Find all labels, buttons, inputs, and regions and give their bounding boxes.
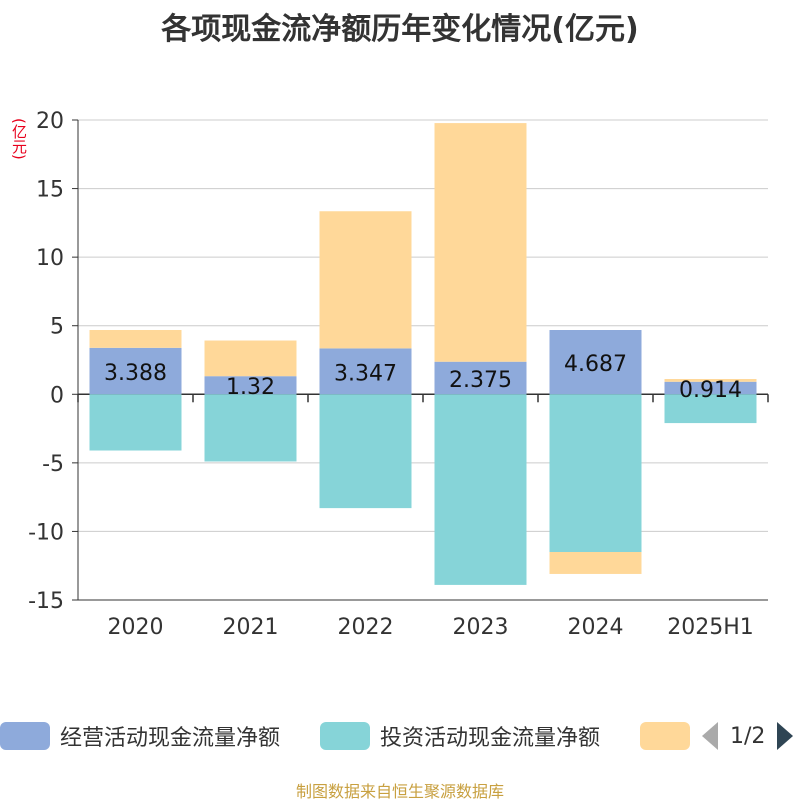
data-label-operating: 3.388 (104, 361, 167, 386)
y-tick-label: 20 (36, 109, 64, 134)
x-tick-label: 2025H1 (667, 615, 754, 640)
y-tick-label: 5 (50, 315, 64, 340)
bar-investing-2021 (204, 394, 297, 462)
data-source-footer: 制图数据来自恒生聚源数据库 (295, 782, 504, 801)
y-tick-label: -10 (28, 520, 64, 545)
bar-investing-2023 (434, 394, 527, 585)
legend-item-operating[interactable]: 经营活动现金流量净额 (0, 720, 280, 752)
data-label-operating: 2.375 (449, 368, 512, 393)
bar-investing-2020 (89, 394, 182, 451)
bar-operating-2024 (549, 330, 642, 395)
x-tick-label: 2020 (108, 615, 164, 640)
bar-operating-2023 (434, 361, 527, 395)
legend-page-indicator: 1/2 (730, 723, 766, 749)
data-label-operating: 0.914 (679, 378, 742, 403)
bar-third-series-2020 (89, 329, 182, 348)
cash-flow-chart: -15 -10 -5 0 5 10 15 20 3.388 2020 1.32 2021 3.347 20… (28, 109, 769, 640)
y-tick-label: -15 (28, 589, 64, 614)
data-label-operating: 4.687 (564, 352, 627, 377)
legend-item-third-series[interactable] (640, 720, 700, 752)
bar-operating-2021 (204, 376, 297, 395)
bar-operating-2022 (319, 348, 412, 395)
y-tick-label: 0 (50, 383, 64, 408)
y-tick-label: -5 (42, 452, 64, 477)
chart-title: 各项现金流净额历年变化情况(亿元) (161, 12, 639, 47)
bar-investing-2024 (549, 394, 642, 552)
bar-investing-2025H1 (664, 394, 757, 424)
bar-third-series-2022 (319, 211, 412, 349)
legend: 经营活动现金流量净额 投资活动现金流量净额 1/2 (0, 716, 800, 756)
x-tick-label: 2022 (338, 615, 394, 640)
data-label-operating: 1.32 (226, 375, 275, 400)
legend-label-operating: 经营活动现金流量净额 (60, 726, 281, 751)
legend-label-investing: 投资活动现金流量净额 (380, 726, 601, 751)
legend-swatch-operating (0, 722, 50, 750)
bar-operating-2025H1 (664, 381, 757, 395)
y-tick-label: 15 (36, 178, 64, 203)
x-tick-label: 2023 (453, 615, 509, 640)
bar-operating-2020 (89, 347, 182, 395)
legend-item-investing[interactable]: 投资活动现金流量净额 (320, 720, 600, 752)
legend-pager: 1/2 (702, 720, 794, 752)
x-tick-label: 2024 (568, 615, 624, 640)
legend-swatch-investing (320, 722, 370, 750)
legend-next-page-icon[interactable] (777, 722, 794, 750)
bar-third-series-2023 (434, 123, 527, 362)
x-tick-label: 2021 (223, 615, 279, 640)
legend-prev-page-icon[interactable] (702, 722, 718, 750)
y-tick-label: 10 (36, 246, 64, 271)
bar-third-series-2021 (204, 340, 297, 377)
legend-swatch-third-series (640, 722, 690, 750)
y-axis-unit-label: (亿元) (10, 118, 28, 160)
bar-investing-2022 (319, 394, 412, 509)
bar-third-series-2024 (549, 552, 642, 574)
bar-third-series-2025H1 (664, 379, 757, 382)
data-label-operating: 3.347 (334, 361, 397, 386)
